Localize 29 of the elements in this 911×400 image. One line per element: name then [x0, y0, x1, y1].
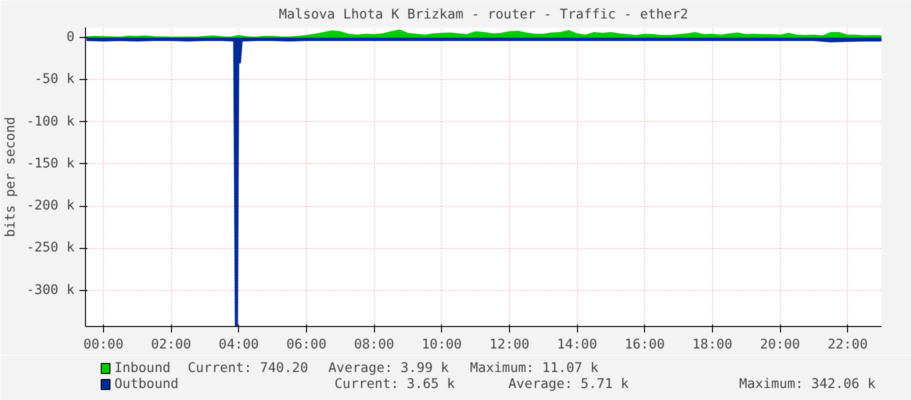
y-tick-label: -200 k [26, 198, 75, 214]
y-tick-label: -300 k [26, 282, 75, 298]
text: Maximum: 342.06 k [739, 377, 876, 392]
x-tick-label: 22:00 [828, 338, 868, 352]
x-tick-label: 08:00 [354, 338, 394, 352]
legend-label: Inbound [114, 361, 171, 376]
x-tick-label: 20:00 [760, 338, 800, 352]
x-tick-label: 16:00 [624, 338, 665, 352]
x-tick-label: 02:00 [151, 338, 192, 352]
y-tick-label: -100 k [26, 114, 75, 130]
y-axis-title: bits per second [3, 116, 18, 238]
x-tick-label: 12:00 [489, 338, 530, 352]
text: Current: 3.65 k [334, 377, 455, 392]
x-tick-label: 18:00 [692, 338, 732, 352]
x-tick-label: 04:00 [218, 338, 259, 352]
text: Current: 740.20 [188, 361, 308, 376]
chart-title: Malsova Lhota K Brizkam - router - Traffic - ether2 [278, 8, 688, 22]
x-tick-label: 00:00 [83, 338, 124, 352]
y-tick-label: 0 [66, 30, 75, 46]
text: Average: 3.99 k [328, 361, 449, 376]
y-tick-label: -50 k [34, 72, 75, 88]
x-tick-label: 06:00 [286, 338, 326, 352]
y-tick-label: -150 k [26, 156, 75, 172]
text: Maximum: 11.07 k [470, 361, 598, 376]
legend-label: Outbound [114, 377, 179, 392]
x-tick-label: 14:00 [556, 338, 598, 352]
y-tick-label: -250 k [26, 240, 75, 256]
x-tick-label: 10:00 [422, 338, 462, 352]
text: Average: 5.71 k [508, 377, 629, 392]
